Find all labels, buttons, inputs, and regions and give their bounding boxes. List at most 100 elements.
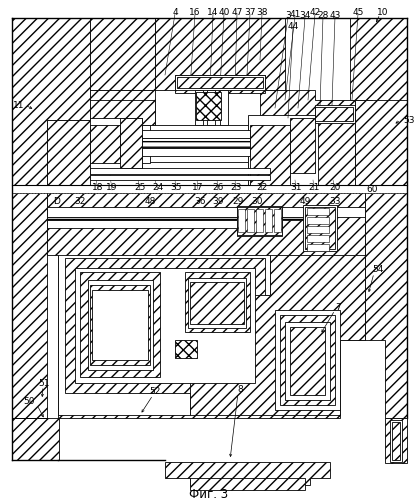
- Bar: [250, 125, 290, 185]
- Bar: [248, 120, 290, 185]
- Bar: [90, 168, 270, 174]
- Bar: [290, 118, 315, 173]
- Bar: [90, 285, 150, 365]
- Bar: [307, 217, 329, 224]
- Text: 44: 44: [287, 21, 299, 30]
- Text: 22: 22: [256, 184, 268, 193]
- Bar: [175, 340, 197, 358]
- Text: D: D: [54, 198, 60, 207]
- Bar: [305, 207, 335, 249]
- Text: 47: 47: [231, 7, 243, 16]
- Text: 42: 42: [309, 7, 321, 16]
- Bar: [12, 193, 47, 418]
- Bar: [47, 217, 317, 220]
- Bar: [142, 130, 250, 138]
- Text: 17: 17: [192, 184, 204, 193]
- Text: 11: 11: [13, 100, 24, 109]
- Bar: [290, 327, 325, 395]
- Text: 7: 7: [335, 303, 341, 312]
- Bar: [80, 272, 160, 377]
- Text: 40: 40: [218, 7, 230, 16]
- Polygon shape: [260, 90, 355, 185]
- Polygon shape: [190, 478, 305, 490]
- Text: 20: 20: [329, 184, 341, 193]
- Polygon shape: [12, 18, 90, 185]
- Text: Фиг. 3: Фиг. 3: [189, 489, 228, 499]
- Bar: [175, 75, 265, 93]
- Text: 31: 31: [290, 184, 302, 193]
- Text: 52: 52: [149, 388, 161, 397]
- Bar: [120, 118, 142, 168]
- Bar: [307, 226, 329, 233]
- Bar: [207, 90, 215, 125]
- Polygon shape: [47, 100, 155, 185]
- Text: 30: 30: [251, 198, 263, 207]
- Bar: [75, 268, 255, 383]
- Text: 28: 28: [317, 10, 328, 19]
- Bar: [88, 280, 153, 370]
- Bar: [390, 420, 402, 462]
- Bar: [256, 209, 263, 232]
- Polygon shape: [47, 193, 365, 418]
- Bar: [90, 137, 270, 150]
- Text: 51: 51: [38, 379, 50, 388]
- Text: 53: 53: [403, 115, 414, 124]
- Text: 21: 21: [308, 184, 320, 193]
- Bar: [188, 278, 246, 328]
- Polygon shape: [165, 462, 330, 485]
- Text: 14: 14: [207, 7, 219, 16]
- Text: 25: 25: [134, 184, 146, 193]
- Bar: [155, 18, 285, 90]
- Text: 34: 34: [299, 10, 310, 19]
- Text: 23: 23: [230, 184, 242, 193]
- Text: 26: 26: [212, 184, 224, 193]
- Text: 43: 43: [329, 10, 341, 19]
- Text: 49: 49: [299, 198, 310, 207]
- Bar: [307, 235, 329, 242]
- Text: 60: 60: [366, 186, 378, 195]
- Bar: [175, 75, 265, 90]
- Bar: [248, 115, 318, 185]
- Bar: [142, 148, 250, 156]
- Text: 41: 41: [289, 9, 301, 18]
- Bar: [315, 107, 353, 121]
- Bar: [280, 315, 335, 405]
- Bar: [12, 418, 59, 460]
- Text: 35: 35: [170, 184, 182, 193]
- Text: 16: 16: [189, 7, 201, 16]
- Bar: [238, 209, 245, 232]
- Bar: [90, 118, 142, 173]
- Text: 45: 45: [352, 7, 364, 16]
- Text: 24: 24: [153, 184, 164, 193]
- Bar: [307, 244, 329, 251]
- Bar: [274, 209, 281, 232]
- Bar: [90, 175, 270, 180]
- Polygon shape: [365, 193, 407, 418]
- Text: 19: 19: [106, 184, 118, 193]
- Text: 37: 37: [244, 7, 256, 16]
- Bar: [90, 125, 120, 163]
- Bar: [237, 207, 282, 235]
- Bar: [392, 422, 400, 460]
- Text: 10: 10: [377, 7, 389, 16]
- Bar: [92, 290, 148, 360]
- Bar: [90, 90, 155, 125]
- Bar: [220, 90, 228, 125]
- Bar: [90, 18, 155, 90]
- Bar: [355, 100, 407, 185]
- Bar: [90, 125, 150, 163]
- Bar: [142, 138, 250, 148]
- Bar: [185, 272, 250, 332]
- Bar: [247, 209, 254, 232]
- Bar: [275, 310, 340, 410]
- Text: 36: 36: [194, 198, 206, 207]
- Text: 38: 38: [256, 7, 268, 16]
- Bar: [237, 206, 282, 236]
- Text: 48: 48: [144, 198, 156, 207]
- Bar: [385, 418, 407, 463]
- Text: 8: 8: [237, 386, 243, 395]
- Bar: [303, 205, 337, 251]
- Bar: [177, 77, 263, 88]
- Bar: [265, 209, 272, 232]
- Polygon shape: [190, 255, 365, 415]
